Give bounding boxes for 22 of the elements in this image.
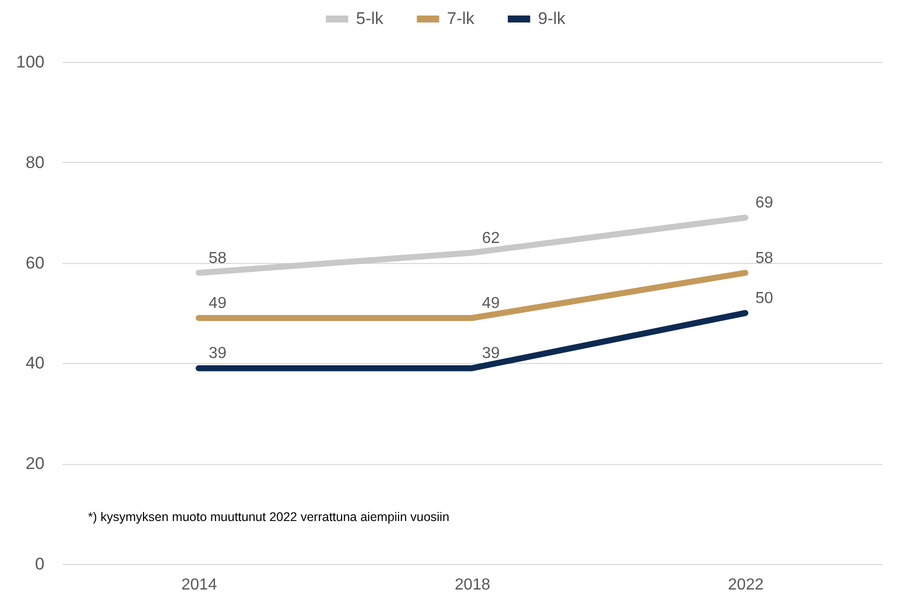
data-label: 58 [208,250,227,267]
data-label: 49 [208,295,227,312]
data-label: 58 [755,250,774,267]
y-tick-label: 100 [16,52,44,72]
data-label: 69 [755,194,774,212]
y-tick-label: 60 [26,253,44,272]
y-tick-label: 0 [35,554,44,574]
y-tick-label: 40 [26,354,44,373]
data-label: 39 [208,345,227,362]
data-label: 50 [755,290,774,307]
x-tick-label: 2018 [454,576,490,594]
legend-label: 7-lk [447,9,475,28]
data-label: 62 [482,230,500,247]
y-tick-label: 20 [26,454,44,474]
data-label: 39 [482,345,500,362]
legend-label: 5-lk [356,9,384,28]
x-tick-label: 2014 [181,576,218,594]
legend-label: 9-lk [538,9,566,28]
data-label: 49 [482,295,500,312]
y-tick-label: 80 [26,152,44,172]
annotation: *) kysymyksen muoto muuttunut 2022 verrattuna aiempiin vuosiin [88,510,450,524]
x-tick-label: 2022 [728,576,764,594]
